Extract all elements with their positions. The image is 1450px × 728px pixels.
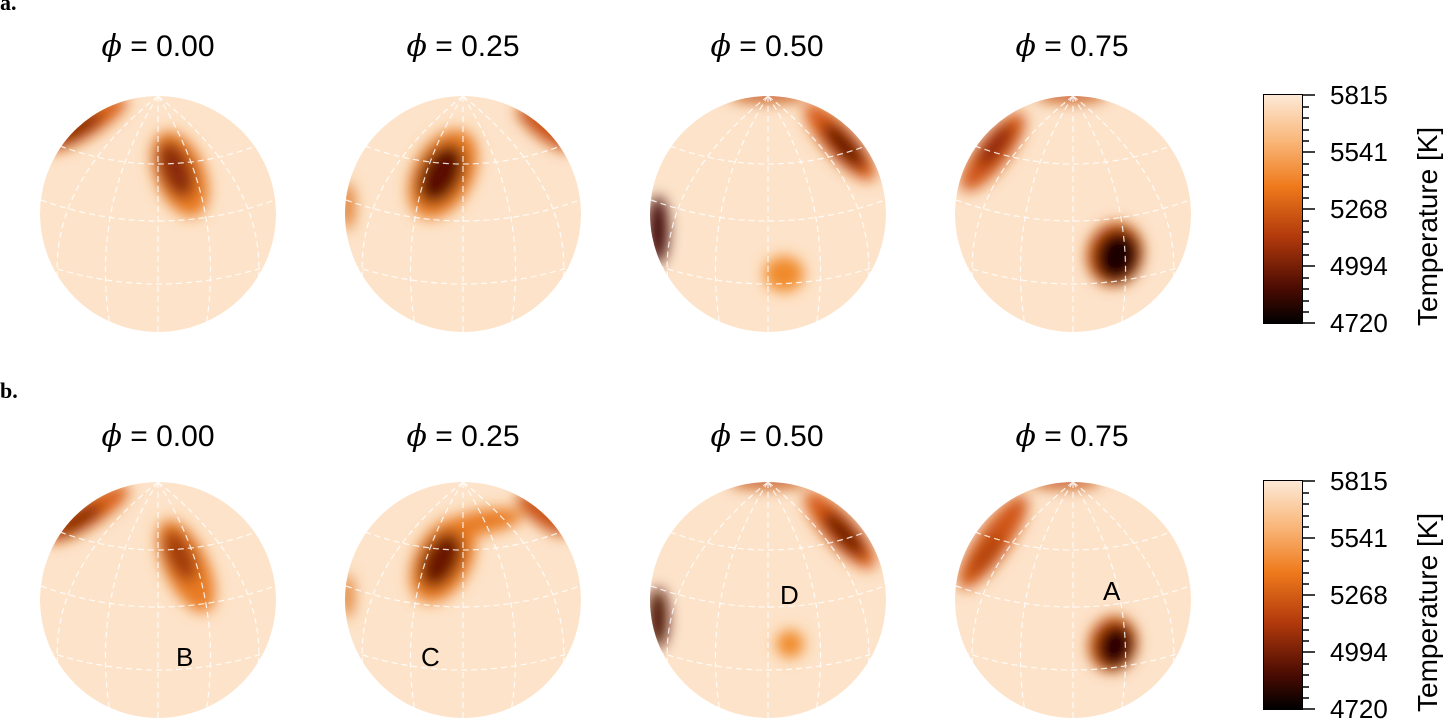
stellar-surface-map <box>650 482 886 718</box>
colorbar-tick-label: 4994 <box>1330 251 1388 281</box>
colorbar-tick-label: 4720 <box>1330 308 1388 338</box>
spot-label-d: D <box>780 580 799 610</box>
colorbar <box>1263 480 1303 710</box>
phase-title: ϕ = 0.50 <box>710 419 824 454</box>
stellar-surface-map <box>955 482 1191 718</box>
stellar-surface-map <box>345 96 581 332</box>
colorbar-ticks <box>1303 480 1315 710</box>
phase-title: ϕ = 0.50 <box>710 29 824 64</box>
phase-title: ϕ = 0.75 <box>1015 29 1129 64</box>
phase-title: ϕ = 0.75 <box>1015 419 1129 454</box>
panel-a: a. ϕ = 0.00 ϕ = 0.25 ϕ = 0.50 ϕ = 0.75 <box>0 0 1443 338</box>
phase-title: ϕ = 0.00 <box>101 29 215 64</box>
colorbar-tick-label: 4720 <box>1330 694 1388 724</box>
panel-label: a. <box>0 0 17 15</box>
stellar-surface-map <box>40 96 276 332</box>
panel-label: b. <box>0 378 18 403</box>
colorbar-tick-label: 5541 <box>1330 523 1388 553</box>
colorbar-tick-label: 5815 <box>1330 80 1388 110</box>
spot-label-c: C <box>421 642 440 672</box>
colorbar-title: Temperature [K] <box>1412 126 1443 326</box>
spot-label-a: A <box>1103 576 1121 606</box>
colorbar-tick-label: 5541 <box>1330 137 1388 167</box>
spot-label-b: B <box>176 642 194 672</box>
phase-title: ϕ = 0.25 <box>406 419 520 454</box>
colorbar-tick-label: 5815 <box>1330 466 1388 496</box>
panel-b: b. ϕ = 0.00 ϕ = 0.25 ϕ = 0.50 ϕ = 0.75 <box>0 364 1450 728</box>
colorbar-tick-label: 5268 <box>1330 194 1388 224</box>
stellar-surface-map <box>955 96 1191 332</box>
colorbar-tick-label: 5268 <box>1330 580 1388 610</box>
colorbar-ticks <box>1303 94 1315 324</box>
phase-title: ϕ = 0.00 <box>101 419 215 454</box>
colorbar <box>1263 94 1303 324</box>
colorbar-tick-label: 4994 <box>1330 637 1388 667</box>
phase-title: ϕ = 0.25 <box>406 29 520 64</box>
stellar-surface-map <box>40 482 276 718</box>
stellar-surface-map <box>650 96 886 332</box>
stellar-surface-map <box>345 482 581 718</box>
colorbar-title: Temperature [K] <box>1412 512 1443 712</box>
